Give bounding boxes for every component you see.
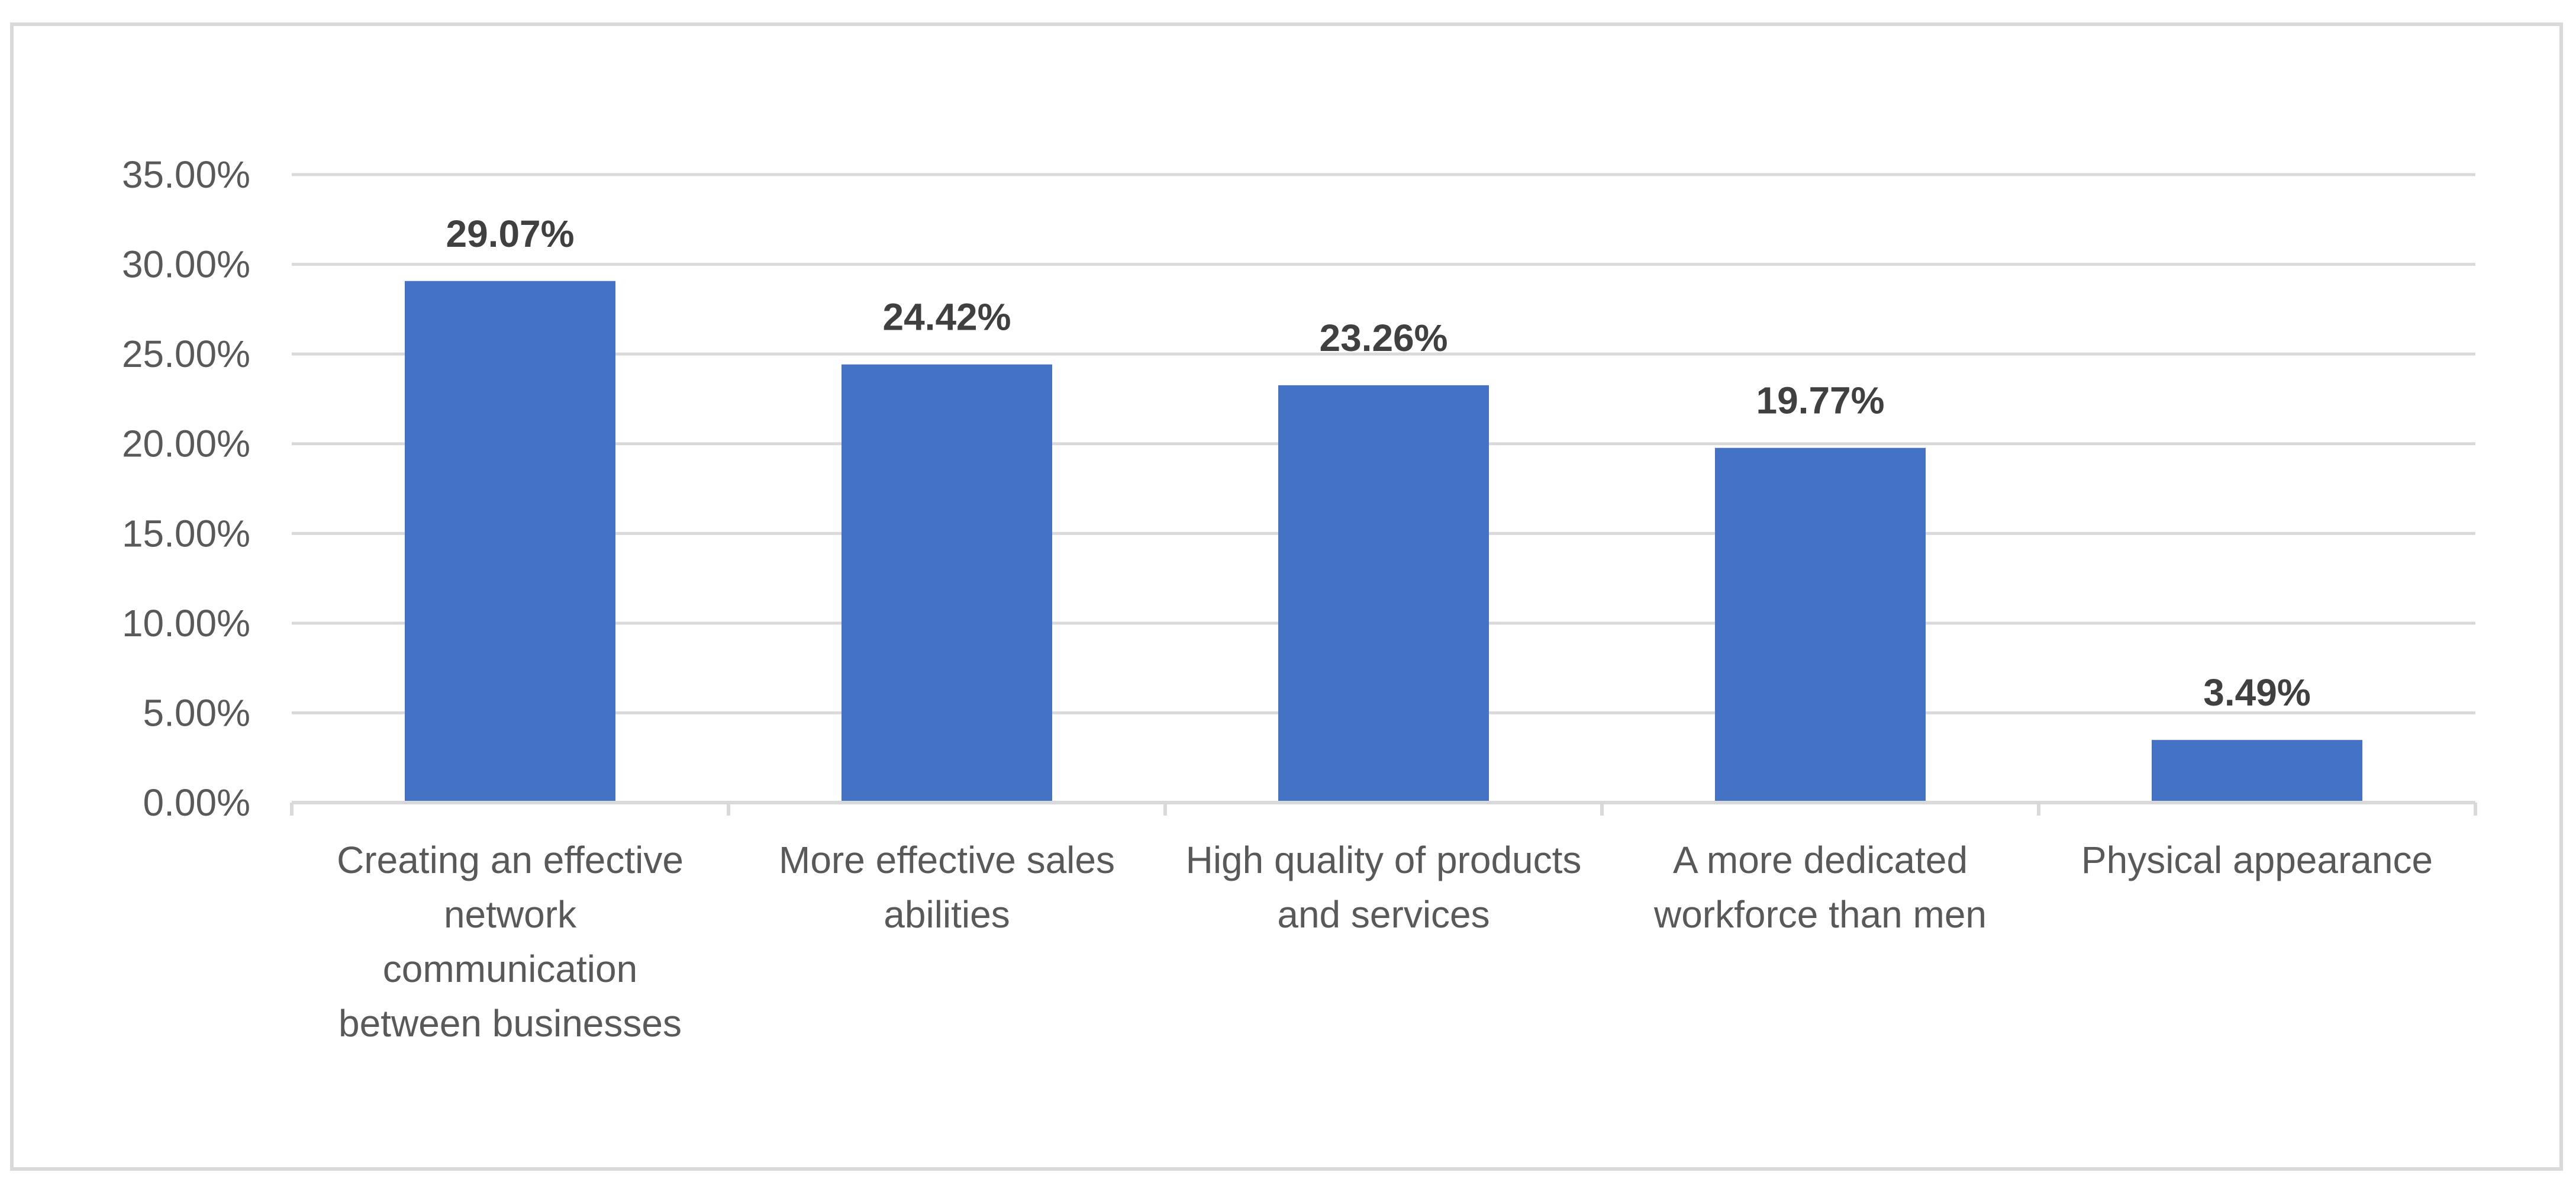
gridlines xyxy=(292,173,2475,714)
y-tick-label: 20.00% xyxy=(122,423,250,465)
bars xyxy=(405,281,2362,803)
bar xyxy=(1278,385,1489,803)
data-label: 3.49% xyxy=(2203,671,2310,714)
y-tick-label: 15.00% xyxy=(122,512,250,555)
y-axis-tick-labels: 0.00% 5.00% 10.00% 15.00% 20.00% 25.00% 30.00%… xyxy=(122,153,250,824)
y-tick-label: 25.00% xyxy=(122,333,250,375)
x-axis xyxy=(290,801,2477,816)
data-label: 24.42% xyxy=(882,296,1011,339)
x-category-label: A more dedicated workforce than men xyxy=(1653,839,1987,936)
data-label: 29.07% xyxy=(446,212,574,255)
data-label: 23.26% xyxy=(1319,317,1447,359)
x-category-label-line: communication xyxy=(383,948,637,990)
data-label: 19.77% xyxy=(1756,379,1884,422)
x-category-label-line: A more dedicated xyxy=(1673,839,1968,881)
bar xyxy=(2152,740,2362,803)
x-category-label-line: and services xyxy=(1277,893,1489,936)
x-category-label-line: Physical appearance xyxy=(2081,839,2433,881)
y-tick-label: 0.00% xyxy=(143,781,250,824)
x-category-label: Physical appearance xyxy=(2081,839,2433,881)
x-category-label: More effective sales abilities xyxy=(779,839,1115,936)
x-category-label-line: between businesses xyxy=(338,1002,682,1045)
x-category-label-line: workforce than men xyxy=(1653,893,1987,936)
x-category-label-line: Creating an effective xyxy=(337,839,684,881)
x-axis-category-labels: Creating an effective network communicatio… xyxy=(337,839,2433,1045)
x-category-label-line: network xyxy=(444,893,577,936)
bar xyxy=(1715,447,1926,803)
bar xyxy=(405,281,615,803)
x-category-label: High quality of products and services xyxy=(1186,839,1582,936)
y-tick-label: 5.00% xyxy=(143,691,250,734)
data-labels: 29.07% 24.42% 23.26% 19.77% 3.49% xyxy=(446,212,2310,714)
y-tick-label: 10.00% xyxy=(122,602,250,645)
y-tick-label: 35.00% xyxy=(122,153,250,196)
x-category-label-line: abilities xyxy=(884,893,1010,936)
x-category-label-line: More effective sales xyxy=(779,839,1115,881)
y-tick-label: 30.00% xyxy=(122,243,250,286)
x-category-label: Creating an effective network communicatio… xyxy=(337,839,684,1045)
bar xyxy=(842,364,1052,803)
x-category-label-line: High quality of products xyxy=(1186,839,1582,881)
